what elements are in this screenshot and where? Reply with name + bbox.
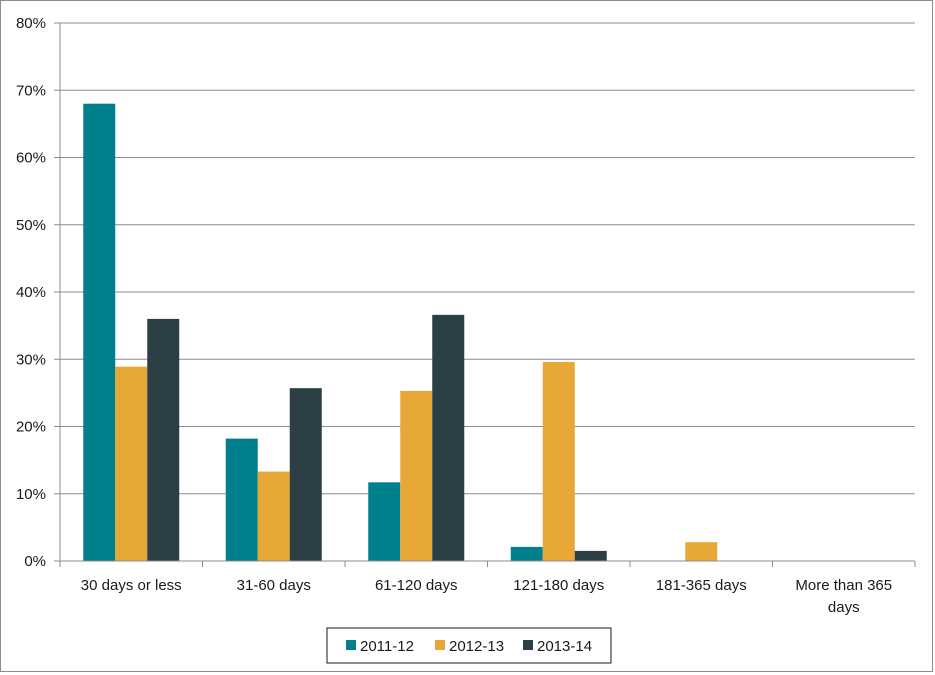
x-tick-label: 31-60 days (237, 577, 311, 594)
y-tick-label: 80% (16, 15, 46, 32)
legend: 2011-12 2012-13 2013-14 (326, 627, 612, 664)
bar-2012-13-1 (257, 471, 290, 561)
x-tick-label: 61-120 days (375, 577, 458, 594)
x-tick-labels: 30 days or less 31-60 days 61-120 days 121-… (81, 577, 892, 616)
bar-2013-14-0 (147, 318, 180, 561)
bar-2011-12-0 (83, 103, 116, 561)
legend-box (326, 627, 612, 664)
legend-swatch-2011-12 (346, 640, 356, 650)
bar-2013-14-3 (574, 550, 607, 561)
gridlines (60, 22, 915, 495)
bar-2011-12-1 (225, 438, 258, 561)
bar-2011-12-2 (368, 482, 401, 561)
legend-swatch-2013-14 (523, 640, 533, 650)
x-tick-label: 121-180 days (513, 577, 604, 594)
y-tick-label: 60% (16, 150, 46, 167)
axes (54, 22, 916, 567)
bar-2012-13-0 (115, 366, 148, 561)
bars (83, 103, 718, 561)
y-tick-label: 10% (16, 486, 46, 503)
bar-2012-13-3 (542, 361, 575, 561)
x-tick-label: 181-365 days (656, 577, 747, 594)
y-tick-label: 40% (16, 284, 46, 301)
bar-2013-14-1 (289, 388, 322, 561)
legend-label-2013-14: 2013-14 (537, 638, 592, 655)
x-tick-label: More than 365 days (795, 577, 892, 616)
y-tick-label: 0% (24, 553, 46, 570)
y-tick-label: 50% (16, 217, 46, 234)
legend-swatch-2012-13 (435, 640, 445, 650)
y-tick-label: 20% (16, 419, 46, 436)
legend-label-2012-13: 2012-13 (449, 638, 504, 655)
y-tick-label: 30% (16, 351, 46, 368)
y-tick-labels: 0% 10% 20% 30% 40% 50% 60% 70% 80% (16, 15, 46, 570)
x-tick-label: 30 days or less (81, 577, 182, 594)
legend-label-2011-12: 2011-12 (360, 638, 414, 655)
y-tick-label: 70% (16, 82, 46, 99)
bar-2012-13-2 (400, 390, 433, 561)
bar-2012-13-4 (685, 542, 718, 561)
bar-2013-14-2 (432, 314, 465, 561)
bar-2011-12-3 (510, 546, 543, 561)
